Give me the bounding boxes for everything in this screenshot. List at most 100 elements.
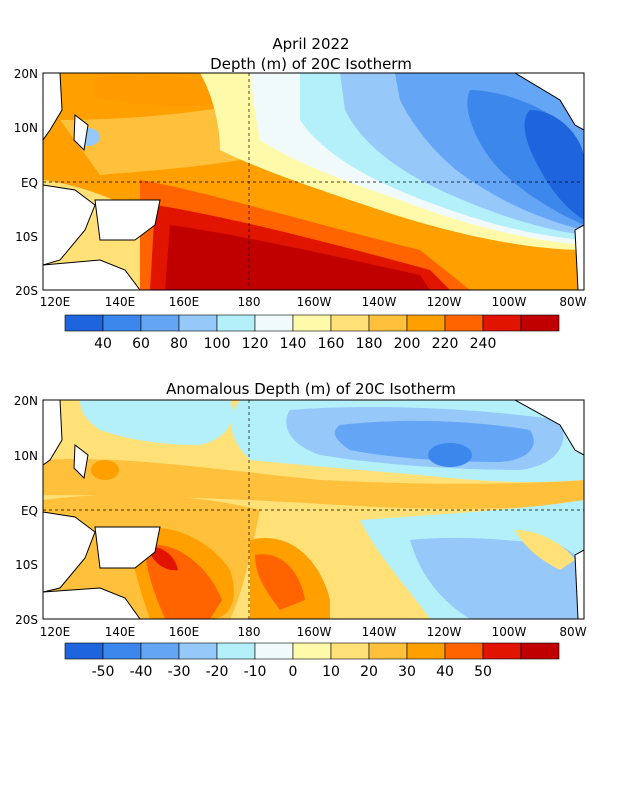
bottom-chart-title: Anomalous Depth (m) of 20C Isotherm: [166, 380, 456, 398]
bottom-contour-region: [428, 443, 472, 467]
x-tick-label: 140E: [105, 625, 136, 639]
x-tick-label: 140W: [362, 625, 397, 639]
x-tick-label: 120E: [40, 625, 71, 639]
x-tick-label: 140W: [362, 295, 397, 309]
colorbar-swatch: [140, 642, 180, 660]
x-tick-label: 100W: [492, 295, 527, 309]
bottom-contour-region: [91, 460, 119, 480]
y-tick-label: 20S: [15, 613, 38, 627]
bottom-contour-region: [334, 420, 534, 462]
y-tick-label: 20N: [14, 67, 38, 81]
bottom-y-axis: 20N 10N EQ 10S 20S: [14, 394, 38, 627]
y-tick-label: 10S: [15, 230, 38, 244]
colorbar-label: 100: [204, 336, 231, 352]
colorbar-swatch: [292, 642, 332, 660]
x-tick-label: 160W: [297, 295, 332, 309]
colorbar-swatch: [102, 642, 142, 660]
bottom-grid: [43, 400, 584, 619]
top-map: [43, 73, 584, 290]
colorbar-label: 40: [94, 336, 112, 352]
colorbar-label: 30: [398, 664, 416, 680]
top-contour-region: [165, 225, 430, 290]
y-tick-label: 20S: [15, 284, 38, 298]
colorbar-swatch: [292, 314, 332, 332]
y-tick-label: 10N: [14, 449, 38, 463]
colorbar-label: 240: [470, 336, 497, 352]
colorbar-label: 120: [242, 336, 269, 352]
colorbar-swatch: [178, 642, 218, 660]
colorbar-label: -30: [168, 664, 191, 680]
figure-title: April 2022: [272, 35, 349, 53]
colorbar-label: -40: [130, 664, 153, 680]
colorbar-label: 220: [432, 336, 459, 352]
bottom-contour-region: [43, 459, 584, 509]
y-tick-label: EQ: [21, 504, 38, 518]
colorbar-swatch: [178, 314, 218, 332]
top-grid: [43, 73, 584, 290]
land: [73, 114, 89, 152]
x-tick-label: 160E: [169, 295, 200, 309]
y-tick-label: 20N: [14, 394, 38, 408]
colorbar-swatch: [254, 314, 294, 332]
colorbar-label: 180: [356, 336, 383, 352]
x-tick-label: 180: [238, 295, 261, 309]
x-tick-label: 100W: [492, 625, 527, 639]
colorbar-swatch: [330, 314, 370, 332]
land: [43, 400, 63, 466]
bottom-colorbar: [64, 642, 560, 660]
x-tick-label: 120E: [40, 295, 71, 309]
x-tick-label: 80W: [559, 625, 586, 639]
land: [94, 526, 161, 569]
bottom-contour-region: [255, 554, 305, 610]
land: [574, 224, 584, 290]
colorbar-swatch: [254, 642, 294, 660]
colorbar-swatch: [330, 642, 370, 660]
top-colorbar-labels: 40 60 80 100 120 140 160 180 200 220 240: [94, 336, 496, 352]
colorbar-swatch: [520, 642, 560, 660]
y-tick-label: 10S: [15, 558, 38, 572]
colorbar-label: 200: [394, 336, 421, 352]
colorbar-label: 140: [280, 336, 307, 352]
x-tick-label: 140E: [105, 295, 136, 309]
land: [574, 549, 584, 619]
colorbar-label: 50: [474, 664, 492, 680]
colorbar-label: 20: [360, 664, 378, 680]
colorbar-label: 0: [289, 664, 298, 680]
bottom-x-axis: 120E 140E 160E 180 160W 140W 120W 100W 8…: [40, 625, 587, 639]
x-tick-label: 160E: [169, 625, 200, 639]
x-tick-label: 160W: [297, 625, 332, 639]
colorbar-swatch: [406, 642, 446, 660]
y-tick-label: EQ: [21, 176, 38, 190]
colorbar-swatch: [140, 314, 180, 332]
colorbar-label: 40: [436, 664, 454, 680]
x-tick-label: 120W: [427, 625, 462, 639]
colorbar-label: 80: [170, 336, 188, 352]
colorbar-swatch: [102, 314, 142, 332]
bottom-contour-region: [515, 530, 575, 570]
colorbar-swatch: [64, 314, 104, 332]
land: [43, 511, 96, 593]
colorbar-swatch: [406, 314, 446, 332]
colorbar-swatch: [368, 314, 408, 332]
top-x-axis: 120E 140E 160E 180 160W 140W 120W 100W 8…: [40, 295, 587, 309]
colorbar-label: -10: [244, 664, 267, 680]
colorbar-swatch: [368, 642, 408, 660]
land: [513, 400, 584, 456]
colorbar-label: -50: [92, 664, 115, 680]
top-chart-title: Depth (m) of 20C Isotherm: [210, 55, 412, 73]
y-tick-label: 10N: [14, 121, 38, 135]
x-tick-label: 120W: [427, 295, 462, 309]
land: [514, 73, 584, 131]
bottom-plot-frame: [42, 399, 585, 620]
colorbar-label: 10: [322, 664, 340, 680]
x-tick-label: 80W: [559, 295, 586, 309]
bottom-contour-region: [148, 547, 178, 571]
colorbar-label: 160: [318, 336, 345, 352]
colorbar-swatch: [216, 642, 256, 660]
top-y-axis: 20N 10N EQ 10S 20S: [14, 67, 38, 298]
land: [43, 587, 141, 619]
land: [43, 184, 96, 266]
colorbar-swatch: [482, 314, 522, 332]
land: [94, 199, 161, 241]
